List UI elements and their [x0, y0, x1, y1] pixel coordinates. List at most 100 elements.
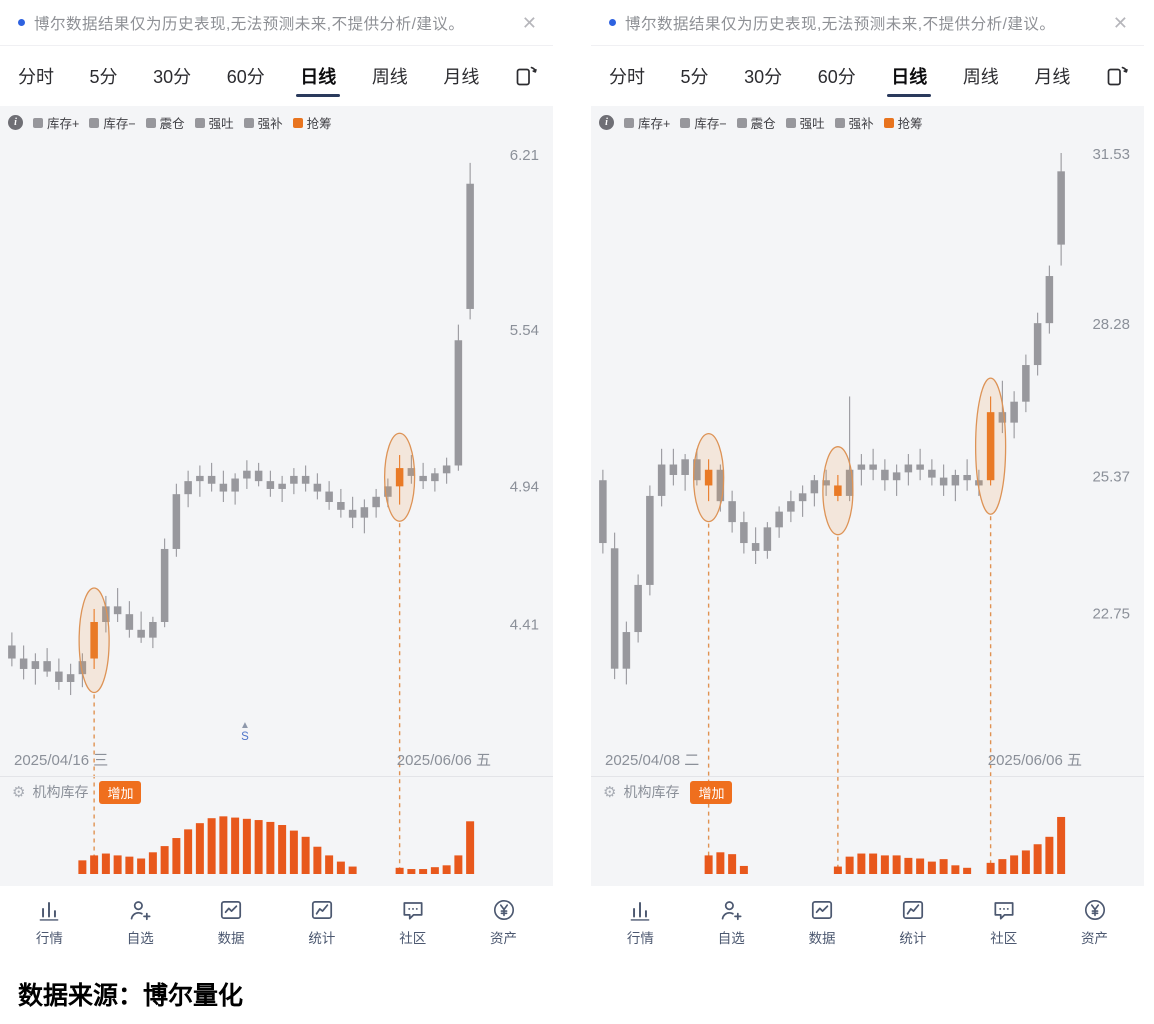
chart-area: 6.21 5.54 4.94 4.41 i 库存+ 库存− 震仓 强吐 强补 抢筹 2025/04… — [0, 106, 553, 886]
legend-强补: 强补 — [243, 113, 283, 132]
bullet-dot-icon — [18, 19, 25, 26]
tab-日线[interactable]: 日线 — [887, 46, 932, 106]
indicator-legend: i 库存+ 库存− 震仓 强吐 强补 抢筹 — [599, 113, 923, 132]
gear-icon[interactable]: ⚙ — [12, 784, 26, 801]
divider — [0, 776, 553, 777]
data-board-icon — [218, 897, 244, 923]
disclaimer-bar: 博尔数据结果仅为历史表现,无法预测未来,不提供分析/建议。 ✕ — [0, 0, 553, 46]
rotate-screen-icon[interactable] — [513, 64, 537, 88]
nav-自选[interactable]: 自选 — [109, 897, 171, 947]
date-axis: 2025/04/16 三 2025/06/06 五 — [0, 746, 553, 772]
inventory-row: ⚙ 机构库存 增加 — [0, 777, 553, 807]
legend-抢筹: 抢筹 — [883, 113, 923, 132]
legend-swatch-icon — [243, 117, 254, 128]
inventory-label: 机构库存 — [623, 784, 680, 800]
start-date-label: 2025/04/08 二 — [605, 752, 700, 769]
close-icon[interactable]: ✕ — [521, 12, 537, 33]
svg-text:4.94: 4.94 — [510, 478, 539, 495]
tab-分时[interactable]: 分时 — [609, 67, 645, 87]
svg-text:25.37: 25.37 — [1092, 469, 1130, 486]
nav-资产[interactable]: 资产 — [1064, 897, 1126, 947]
nav-统计[interactable]: 统计 — [882, 897, 944, 947]
legend-swatch-icon — [89, 117, 100, 128]
divider — [591, 776, 1144, 777]
tab-日线[interactable]: 日线 — [296, 46, 341, 106]
bar-chart-icon — [627, 897, 653, 923]
legend-swatch-icon — [624, 117, 634, 128]
tab-月线[interactable]: 月线 — [443, 67, 480, 87]
bottom-nav: 行情 自选 数据 统计 社区 资产 — [591, 886, 1144, 958]
tab-60分[interactable]: 60分 — [226, 67, 265, 87]
legend-swatch-icon — [680, 117, 691, 128]
nav-数据[interactable]: 数据 — [200, 897, 262, 947]
chart-canvas[interactable]: 6.21 5.54 4.94 4.41 — [0, 106, 553, 886]
legend-库存+: 库存+ — [624, 113, 670, 132]
data-source-label: 数据来源：博尔量化 — [18, 982, 244, 1010]
signal-triangle-icon: ▲ — [240, 720, 250, 731]
inventory-status-badge: 增加 — [690, 780, 733, 804]
end-date-label: 2025/06/06 五 — [987, 752, 1082, 769]
chat-bubble-icon — [991, 897, 1017, 923]
chart-panel-left: 博尔数据结果仅为历史表现,无法预测未来,不提供分析/建议。 ✕ 分时 5分 30分 6… — [0, 0, 577, 958]
legend-swatch-icon — [292, 117, 303, 128]
bar-chart-icon — [36, 897, 62, 923]
legend-swatch-icon — [785, 117, 796, 128]
nav-社区[interactable]: 社区 — [382, 897, 444, 947]
dual-chart-panels: 博尔数据结果仅为历史表现,无法预测未来,不提供分析/建议。 ✕ 分时 5分 30分 6… — [0, 0, 1154, 958]
tab-60分[interactable]: 60分 — [817, 67, 856, 87]
legend-库存−: 库存− — [89, 113, 136, 132]
info-icon[interactable]: i — [8, 115, 23, 130]
legend-强吐: 强吐 — [194, 113, 234, 132]
rotate-screen-icon[interactable] — [1104, 64, 1128, 88]
nav-统计[interactable]: 统计 — [291, 897, 353, 947]
chart-canvas[interactable]: 31.53 28.28 25.37 22.75 — [591, 106, 1144, 886]
legend-强补: 强补 — [834, 113, 874, 132]
inventory-row: ⚙ 机构库存 增加 — [591, 777, 1144, 807]
chat-bubble-icon — [400, 897, 426, 923]
svg-text:5.54: 5.54 — [510, 322, 539, 339]
bottom-nav: 行情 自选 数据 统计 社区 资产 — [0, 886, 553, 958]
signal-label: S — [241, 731, 249, 743]
legend-swatch-icon — [834, 117, 845, 128]
data-board-icon — [809, 897, 835, 923]
chart-panel-right: 博尔数据结果仅为历史表现,无法预测未来,不提供分析/建议。 ✕ 分时 5分 30分 6… — [577, 0, 1154, 958]
tab-5分[interactable]: 5分 — [89, 67, 118, 87]
legend-震仓: 震仓 — [736, 113, 776, 132]
disclaimer-text: 博尔数据结果仅为历史表现,无法预测未来,不提供分析/建议。 — [625, 15, 1056, 33]
legend-swatch-icon — [194, 117, 205, 128]
tab-30分[interactable]: 30分 — [744, 67, 783, 87]
tab-分时[interactable]: 分时 — [18, 67, 54, 87]
user-plus-icon — [718, 897, 744, 923]
legend-震仓: 震仓 — [145, 113, 185, 132]
user-plus-icon — [127, 897, 153, 923]
tab-月线[interactable]: 月线 — [1034, 67, 1071, 87]
timeframe-tab-bar: 分时 5分 30分 60分 日线 周线 月线 — [591, 46, 1144, 106]
nav-社区[interactable]: 社区 — [973, 897, 1035, 947]
nav-行情[interactable]: 行情 — [18, 897, 80, 947]
svg-text:22.75: 22.75 — [1092, 606, 1130, 623]
nav-资产[interactable]: 资产 — [473, 897, 535, 947]
legend-swatch-icon — [33, 117, 43, 128]
tab-周线[interactable]: 周线 — [371, 67, 408, 87]
legend-抢筹: 抢筹 — [292, 113, 332, 132]
info-icon[interactable]: i — [599, 115, 614, 130]
bullet-dot-icon — [609, 19, 616, 26]
signal-marker: ▲ S — [240, 720, 250, 744]
nav-自选[interactable]: 自选 — [700, 897, 762, 947]
indicator-legend: i 库存+ 库存− 震仓 强吐 强补 抢筹 — [8, 113, 332, 132]
svg-text:4.41: 4.41 — [510, 617, 539, 634]
gear-icon[interactable]: ⚙ — [603, 784, 617, 801]
nav-行情[interactable]: 行情 — [609, 897, 671, 947]
date-axis: 2025/04/08 二 2025/06/06 五 — [591, 746, 1144, 772]
svg-text:28.28: 28.28 — [1092, 316, 1130, 333]
timeframe-tab-bar: 分时 5分 30分 60分 日线 周线 月线 — [0, 46, 553, 106]
tab-5分[interactable]: 5分 — [680, 67, 709, 87]
inventory-label: 机构库存 — [32, 784, 89, 800]
tab-周线[interactable]: 周线 — [962, 67, 999, 87]
close-icon[interactable]: ✕ — [1112, 12, 1128, 33]
legend-swatch-icon — [736, 117, 747, 128]
nav-数据[interactable]: 数据 — [791, 897, 853, 947]
tab-30分[interactable]: 30分 — [153, 67, 192, 87]
inventory-status-badge: 增加 — [99, 780, 142, 804]
legend-swatch-icon — [145, 117, 156, 128]
